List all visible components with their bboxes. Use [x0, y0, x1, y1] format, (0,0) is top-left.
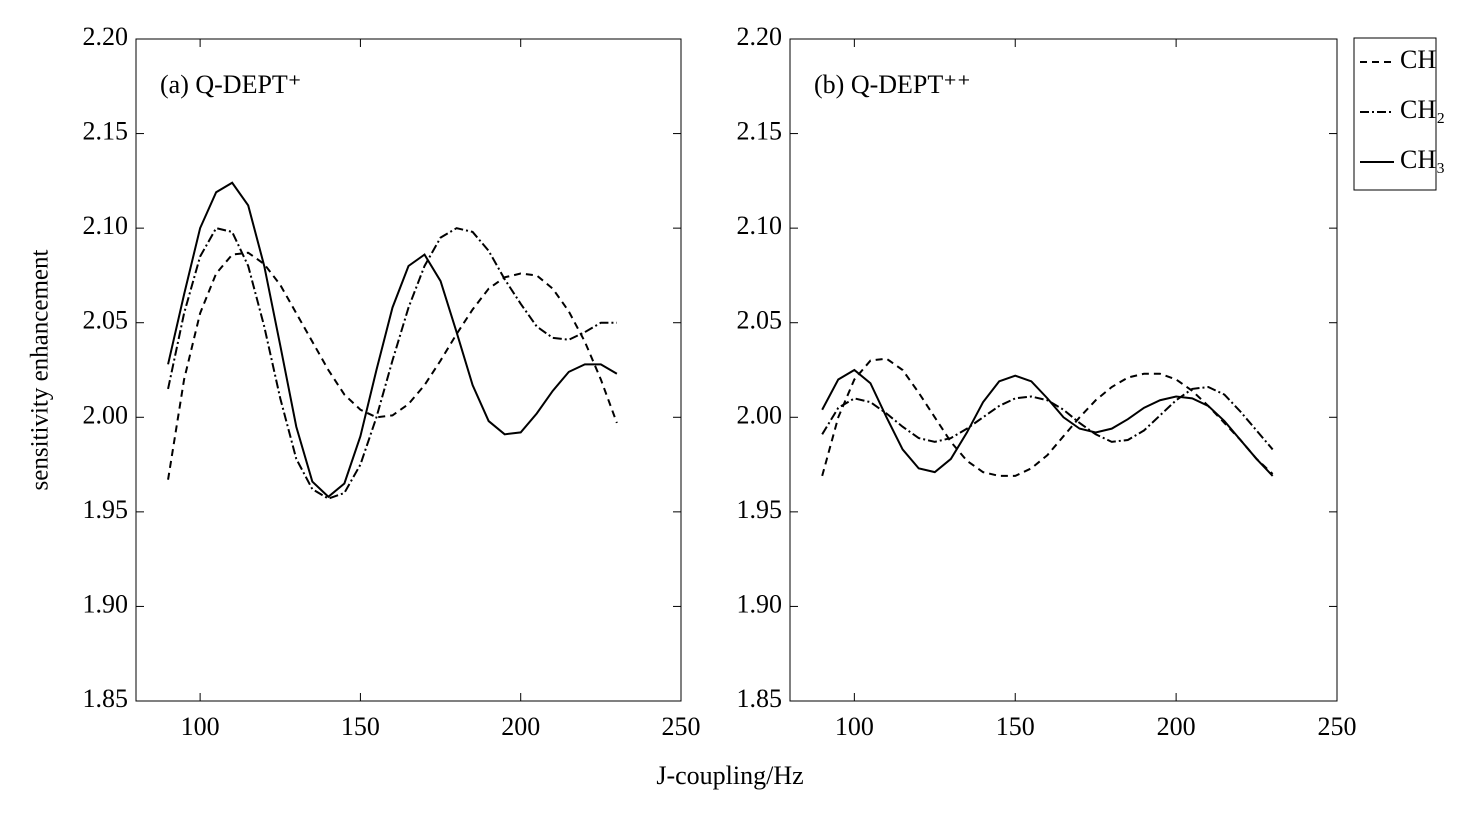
y-tick-label: 2.20 [737, 22, 783, 51]
x-tick-label: 150 [996, 712, 1035, 741]
x-tick-label: 250 [1318, 712, 1357, 741]
x-tick-label: 250 [662, 712, 701, 741]
series-line [821, 357, 1274, 477]
x-axis-label: J-coupling/Hz [656, 761, 803, 790]
panel-label: (b) Q-DEPT⁺⁺ [814, 70, 971, 99]
legend-box [1353, 37, 1437, 191]
series-line [821, 368, 1274, 477]
y-tick-label: 2.05 [83, 306, 129, 335]
y-axis-label: sensitivity enhancement [27, 249, 54, 490]
series-line [167, 251, 618, 480]
plot-frame [789, 38, 1338, 702]
legend-label: CH [1400, 45, 1436, 74]
x-tick-label: 200 [1157, 712, 1196, 741]
x-tick-label: 200 [501, 712, 540, 741]
y-tick-label: 2.10 [737, 211, 783, 240]
y-tick-label: 2.10 [83, 211, 129, 240]
y-tick-label: 1.90 [83, 589, 129, 618]
y-tick-label: 1.85 [83, 684, 129, 713]
y-tick-label: 2.00 [737, 400, 783, 429]
series-line [167, 226, 617, 500]
y-tick-label: 2.20 [83, 22, 129, 51]
series-line [167, 181, 618, 499]
x-tick-label: 150 [341, 712, 380, 741]
legend-label: CH₂ [1400, 95, 1445, 124]
y-tick-label: 1.95 [737, 495, 783, 524]
y-tick-label: 2.15 [83, 117, 129, 146]
y-tick-label: 1.85 [737, 684, 783, 713]
x-tick-label: 100 [181, 712, 220, 741]
panel-label: (a) Q-DEPT⁺ [160, 70, 302, 99]
series-line [821, 385, 1274, 451]
y-tick-label: 1.90 [737, 589, 783, 618]
plot-frame [135, 38, 682, 702]
x-tick-label: 100 [835, 712, 874, 741]
legend-label: CH₃ [1400, 145, 1445, 174]
y-tick-label: 2.00 [83, 400, 129, 429]
y-tick-label: 2.15 [737, 117, 783, 146]
y-tick-label: 2.05 [737, 306, 783, 335]
y-tick-label: 1.95 [83, 495, 129, 524]
